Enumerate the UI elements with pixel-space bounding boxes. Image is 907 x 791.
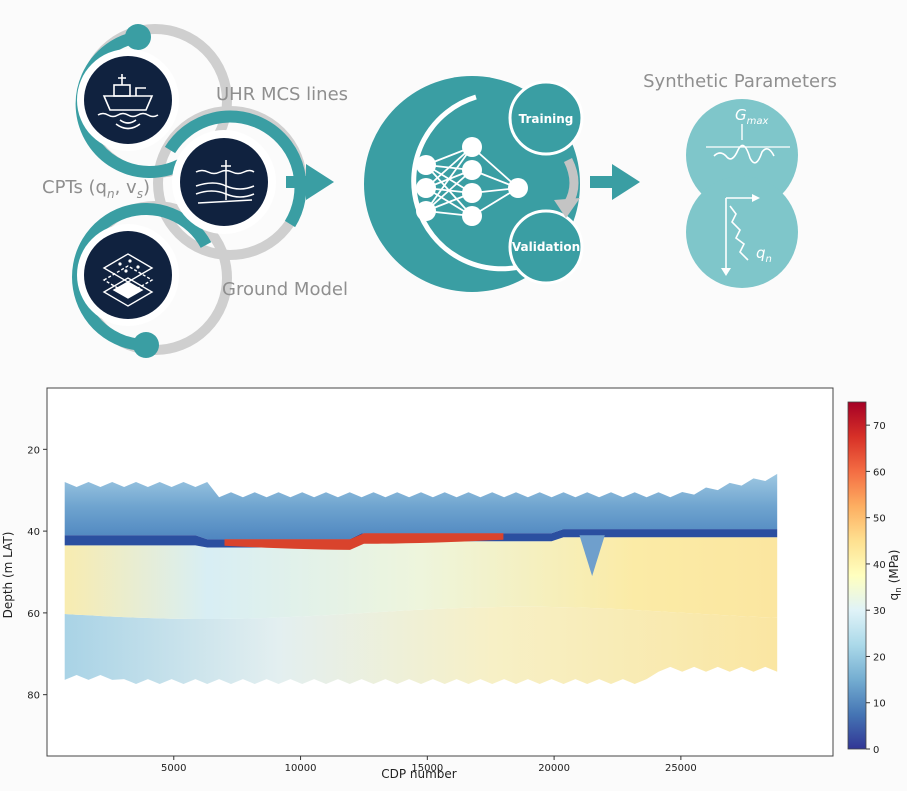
colorbar-tick-label: 50 [873,514,886,525]
y-tick-label: 40 [27,527,40,538]
y-tick-label: 60 [27,609,40,620]
y-axis-label: Depth (m LAT) [1,532,15,619]
upper-layer [64,473,778,540]
ground-ring-teal [72,203,212,351]
gmax-label: Gmax [735,106,768,127]
cpt-label: CPTs (qn, vs) [42,177,150,201]
ground-model-icon [84,231,172,319]
x-tick-label: 5000 [161,763,186,774]
colorbar-tick-label: 70 [873,421,886,432]
qn-section-chart: 5000 10000 15000 20000 25000 20 40 60 80 CDP nu… [1,387,904,781]
section-layers [64,473,778,684]
seismic-icon [180,138,268,226]
qn-label: qn [756,244,772,265]
ground-model-label: Ground Model [222,279,348,300]
x-ticks: 5000 10000 15000 20000 25000 [161,756,697,774]
outputs-title: Synthetic Parameters [643,71,837,92]
lower-layer [64,606,778,684]
y-tick-label: 20 [27,445,40,456]
colorbar-label: qn (MPa) [887,550,904,601]
x-tick-label: 10000 [285,763,317,774]
intermediate-layer [64,537,778,619]
high-strength-band [224,533,504,550]
gmax-circle: Gmax [686,99,798,211]
colorbar-tick-label: 30 [873,606,886,617]
arrow-to-model [286,164,334,200]
y-ticks: 20 40 60 80 [27,445,47,702]
training-label: Training [519,112,574,126]
neural-network-icon [416,137,528,226]
colorbar-tick-label: 40 [873,560,886,571]
local-dip [579,535,605,577]
training-to-validation-arrow [554,157,580,218]
x-tick-label: 20000 [538,763,570,774]
vessel-icon [84,56,172,144]
colorbar [847,401,867,750]
x-axis-label: CDP number [381,767,457,781]
colorbar-ticks: 0 10 20 30 40 50 60 70 [866,421,886,756]
colorbar-tick-label: 20 [873,652,886,663]
uhr-label: UHR MCS lines [216,84,348,105]
validation-circle [508,209,584,285]
y-tick-label: 80 [27,691,40,702]
x-tick-label: 25000 [665,763,697,774]
uhr-ring-dot [125,24,151,50]
workflow-diagram: UHR MCS lines Ground Model CPTs (qn, vs)… [42,24,837,358]
colorbar-tick-label: 60 [873,467,886,478]
seismic-ring-teal [164,110,307,228]
training-circle [508,80,584,156]
colorbar-tick-label: 0 [873,745,879,756]
colorbar-tick-label: 10 [873,699,886,710]
validation-label: Validation [512,240,580,254]
ground-ring-dot [133,332,159,358]
qn-circle: qn [686,176,798,288]
x-tick-label: 15000 [411,763,443,774]
arrow-to-outputs [590,164,640,200]
